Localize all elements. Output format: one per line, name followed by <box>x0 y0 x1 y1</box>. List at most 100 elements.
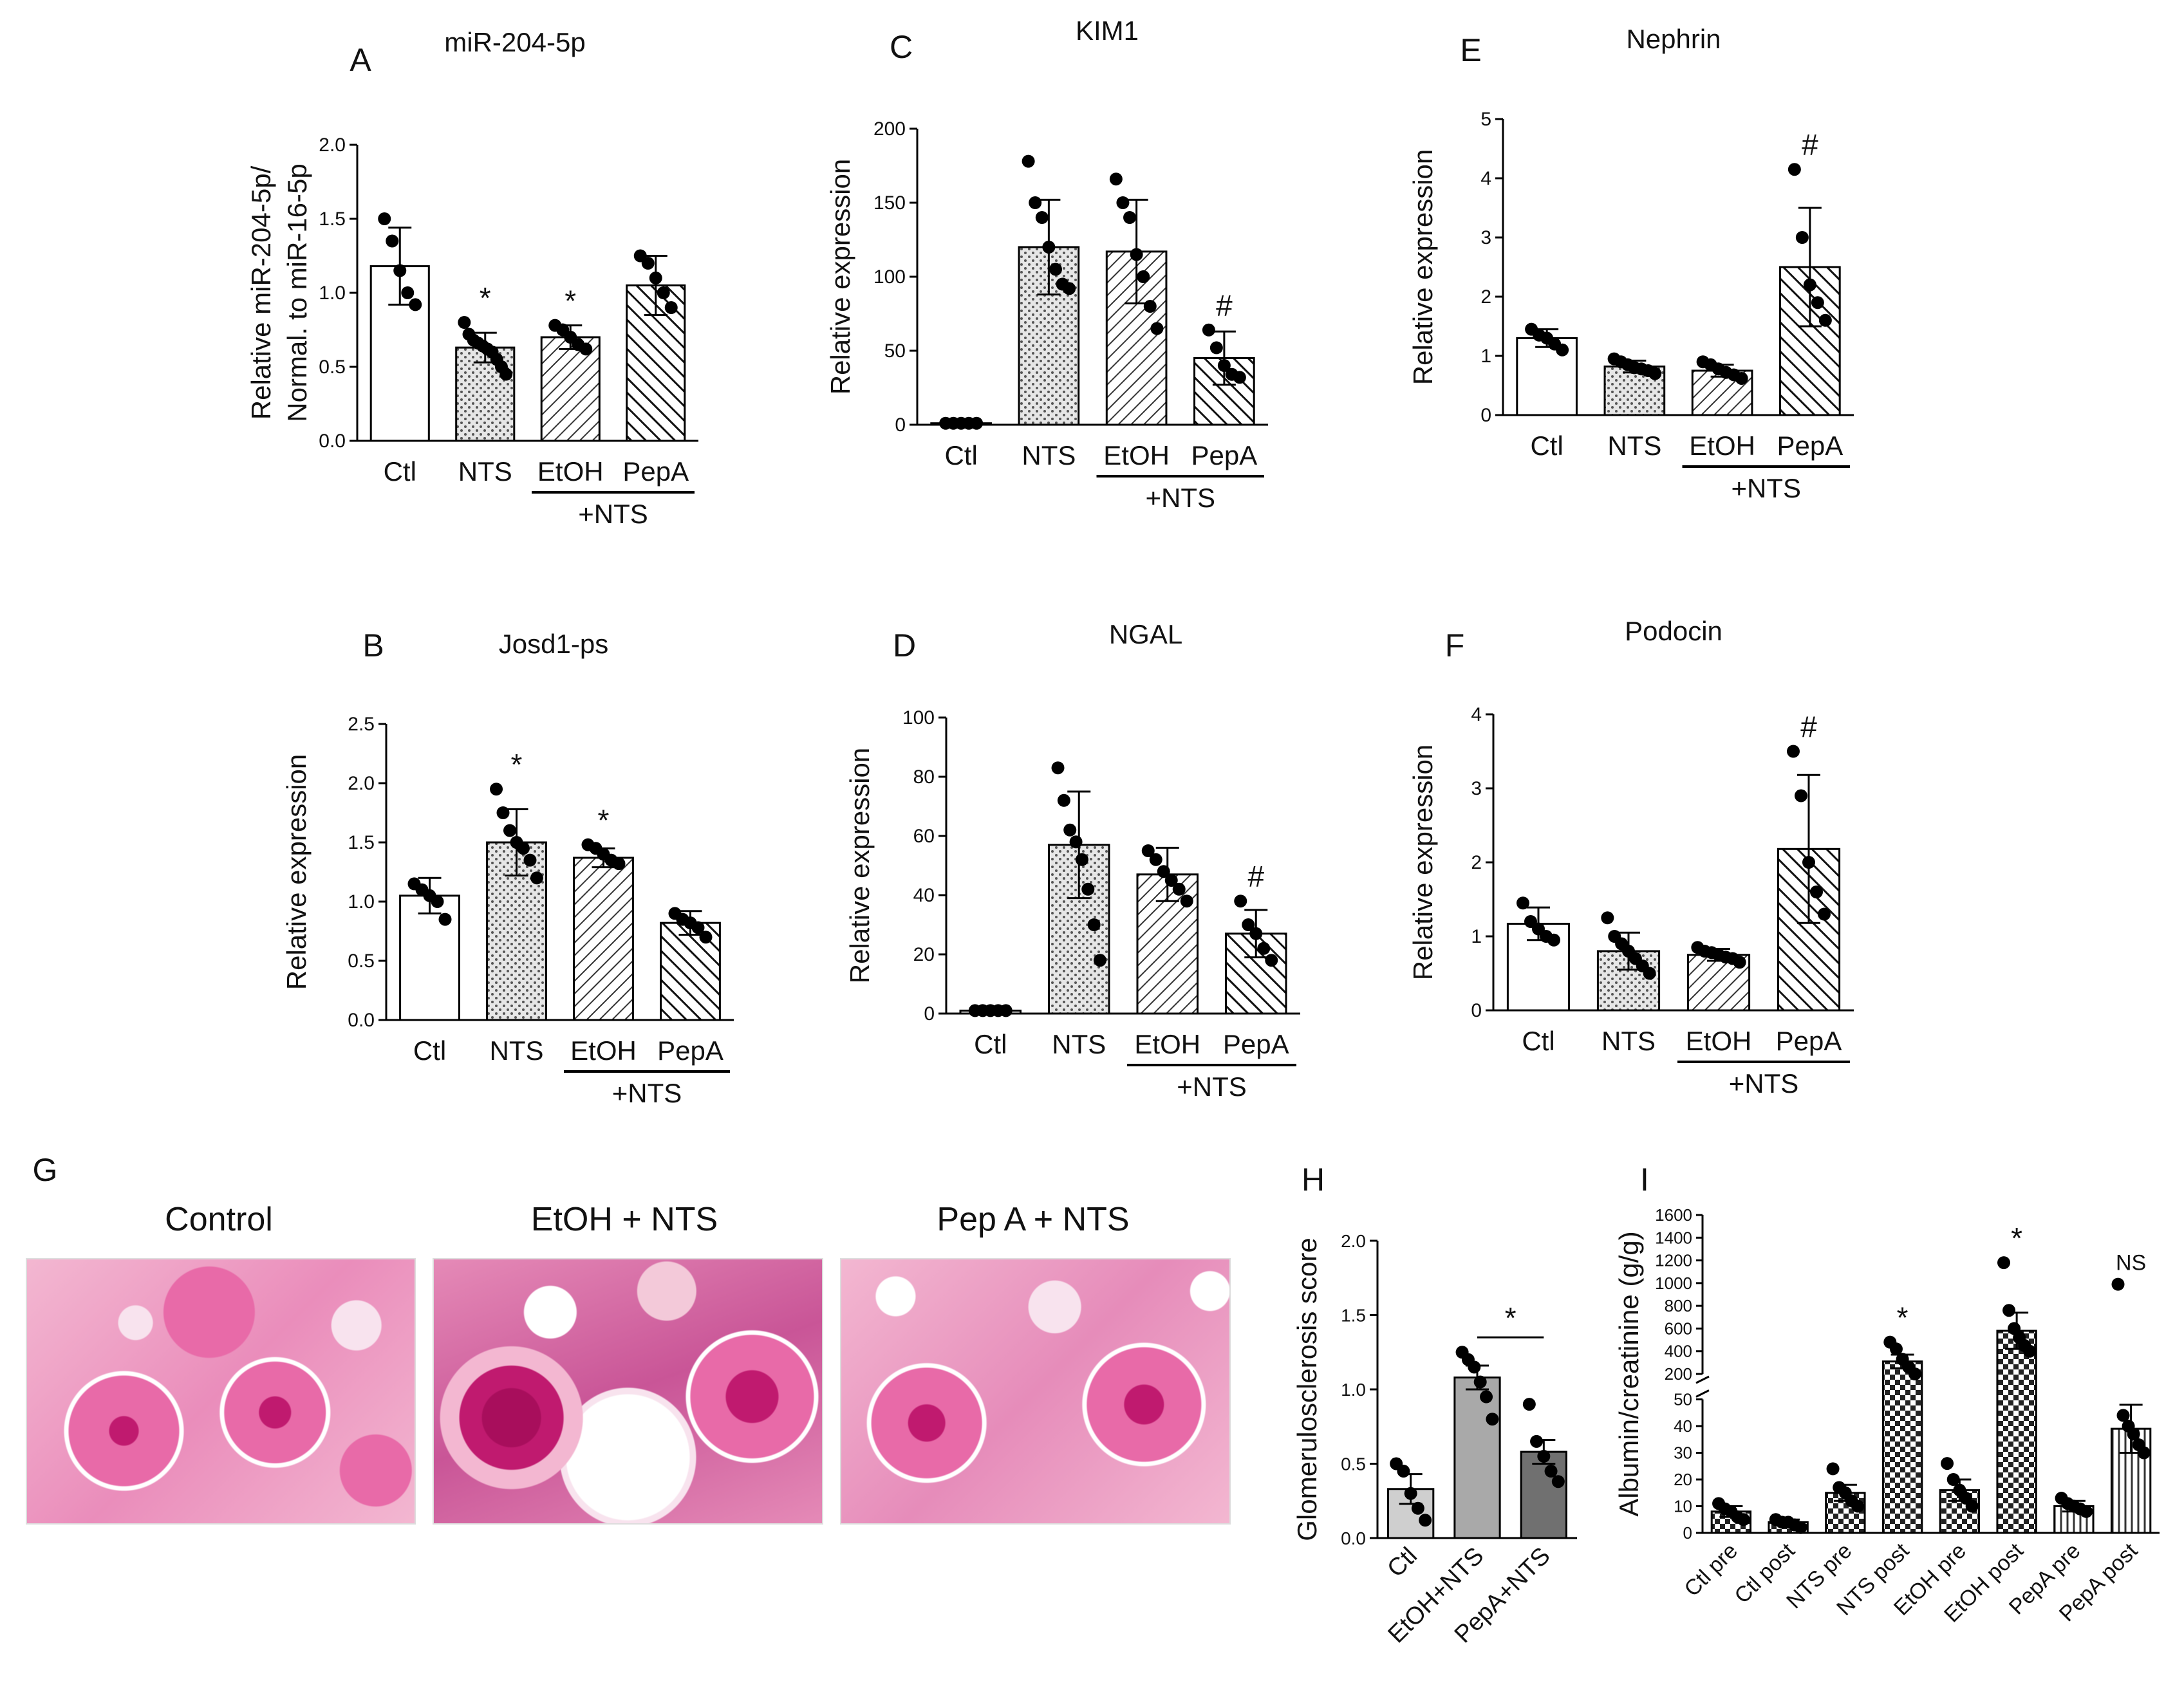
y-tick-label: 1.0 <box>1341 1380 1366 1400</box>
data-point <box>1818 313 1832 327</box>
y-tick-label: 1.5 <box>1341 1306 1366 1326</box>
x-tick-label: PepA <box>1777 431 1843 461</box>
data-point <box>2137 1446 2151 1460</box>
data-point <box>378 212 391 225</box>
y-axis-label: Relative miR-204-5p/ <box>246 165 276 420</box>
tissue-stain <box>434 1259 822 1523</box>
y-tick-label: 3 <box>1471 778 1482 799</box>
bar-etoh-nts <box>1453 1377 1501 1539</box>
y-tick-label: 0 <box>924 1003 935 1025</box>
data-point <box>1049 263 1062 276</box>
bar-etoh-post <box>1996 1330 2037 1534</box>
y-tick-label: 0.0 <box>1341 1528 1366 1548</box>
x-tick-label: EtOH <box>1134 1029 1200 1059</box>
data-point <box>1123 211 1137 224</box>
significance-mark: # <box>1800 710 1817 744</box>
chart-title: miR-204-5p <box>444 27 585 57</box>
y-tick-label: 400 <box>1665 1342 1692 1361</box>
y-tick-label: 2.0 <box>348 773 375 794</box>
data-point <box>1811 296 1824 310</box>
y-tick-label: 4 <box>1471 704 1482 725</box>
y-tick-label: 2.5 <box>348 714 375 735</box>
y-tick-label: 1 <box>1480 346 1491 367</box>
data-point <box>1109 172 1123 186</box>
y-tick-label: 0.0 <box>319 431 346 452</box>
data-point <box>1265 954 1278 967</box>
x-tick-label: Ctl <box>384 456 416 487</box>
y-tick-label: 0 <box>1471 1000 1482 1021</box>
y-tick-label: 10 <box>1674 1497 1692 1516</box>
significance-mark: * <box>2011 1221 2022 1255</box>
chart-e: E Nephrin Relative expression 0 1 2 3 4 5 Ctl NTS E… <box>1408 24 1854 503</box>
data-point <box>1643 967 1656 980</box>
panel-label-a: A <box>350 42 371 78</box>
data-point <box>1180 895 1193 908</box>
data-point <box>1803 278 1816 292</box>
chart-b: B Josd1-ps Relative expression 0.0 0.5 1.0 1.5… <box>281 627 734 1108</box>
bar-pepa-nts <box>1520 1451 1567 1539</box>
histology-title-pepa: Pep A + NTS <box>937 1201 1130 1238</box>
data-point <box>1157 865 1170 878</box>
panel-label-e: E <box>1460 32 1481 68</box>
y-tick-label: 3 <box>1480 227 1491 248</box>
data-point <box>699 931 713 944</box>
chart-title: NGAL <box>1109 619 1182 649</box>
y-tick-label: 20 <box>1674 1470 1692 1489</box>
y-axis-label: Albumin/creatinine (g/g) <box>1614 1231 1644 1517</box>
y-axis-label: Relative expression <box>1408 745 1438 981</box>
x-tick-label: NTS <box>1022 440 1076 470</box>
y-tick-label: 2.0 <box>319 134 346 156</box>
data-point <box>1143 300 1157 313</box>
panel-label-d: D <box>893 627 916 663</box>
y-tick-label: 200 <box>1665 1364 1692 1384</box>
y-tick-label: 0 <box>895 414 906 436</box>
data-point <box>1411 1501 1424 1515</box>
y-tick-label: 2.0 <box>1341 1231 1366 1251</box>
group-label: +NTS <box>1145 483 1215 513</box>
data-point <box>1164 874 1178 887</box>
data-point <box>1997 1256 2011 1270</box>
data-point <box>516 842 530 855</box>
data-point <box>393 264 407 277</box>
significance-mark: * <box>511 748 523 781</box>
data-point <box>691 921 705 934</box>
y-tick-label: 0.5 <box>319 357 346 378</box>
data-point <box>1234 895 1247 908</box>
bar-etoh <box>573 857 634 1021</box>
tissue-stain <box>27 1259 415 1523</box>
data-point <box>1537 1449 1551 1463</box>
chart-title: Nephrin <box>1626 24 1721 54</box>
y-tick-label: 0 <box>1683 1523 1692 1543</box>
data-point <box>1130 248 1143 261</box>
data-point <box>499 367 513 381</box>
significance-mark: * <box>480 281 491 315</box>
y-tick-label: 1.0 <box>319 283 346 304</box>
data-point <box>1522 1398 1536 1411</box>
significance-mark: * <box>565 284 576 318</box>
data-point <box>2127 1427 2140 1441</box>
chart-title: Josd1-ps <box>499 629 608 659</box>
y-tick-label: 1400 <box>1655 1228 1692 1247</box>
y-tick-label: 40 <box>1674 1416 1692 1436</box>
histology-image-pepa <box>840 1258 1231 1525</box>
data-point <box>1544 1465 1558 1478</box>
y-tick-label: 30 <box>1674 1443 1692 1463</box>
panel-label-g: G <box>33 1152 58 1188</box>
data-point <box>1233 371 1246 384</box>
data-point <box>1172 882 1186 896</box>
significance-mark: * <box>598 804 610 837</box>
y-tick-label: 60 <box>913 826 935 847</box>
data-point <box>1257 941 1271 955</box>
data-point <box>2116 1409 2130 1422</box>
x-tick-label: PepA <box>1776 1026 1842 1056</box>
y-tick-label: 1.5 <box>348 832 375 853</box>
x-tick-label: NTS <box>490 1035 544 1066</box>
group-label: +NTS <box>578 499 648 529</box>
significance-mark: NS <box>2116 1251 2146 1275</box>
tissue-stain <box>841 1259 1229 1523</box>
data-point <box>1042 241 1056 254</box>
data-point <box>1063 282 1076 295</box>
data-point <box>1081 882 1095 896</box>
x-tick-label: Ctl <box>413 1035 446 1066</box>
data-point <box>999 1004 1013 1017</box>
